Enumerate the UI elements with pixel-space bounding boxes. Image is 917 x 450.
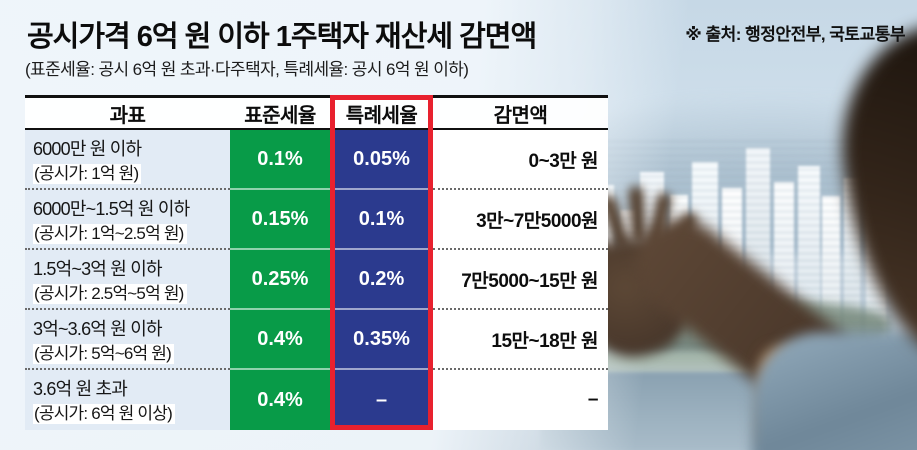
cell-special-rate: 0.1% — [330, 190, 433, 250]
tax-base-range: 6000만~1.5억 원 이하 — [33, 199, 190, 219]
page-title: 공시가격 6억 원 이하 1주택자 재산세 감면액 — [27, 21, 537, 53]
source-credit: ※ 출처: 행정안전부, 국토교통부 — [685, 25, 905, 44]
tax-base-range: 3억~3.6억 원 이하 — [33, 319, 163, 339]
col-header-tax-base: 과표 — [25, 95, 230, 130]
cell-standard-rate: 0.15% — [230, 190, 330, 250]
cell-tax-base: 1.5억~3억 원 이하 (공시가: 2.5억~5억 원) — [25, 250, 230, 310]
cell-tax-base: 3.6억 원 초과 (공시가: 6억 원 이상) — [25, 370, 230, 430]
tax-base-note: (공시가: 1억 원) — [33, 162, 226, 186]
cell-reduction: 0~3만 원 — [433, 130, 608, 190]
cell-tax-base: 6000만 원 이하 (공시가: 1억 원) — [25, 130, 230, 190]
page-subtitle: (표준세율: 공시 6억 원 초과·다주택자, 특례세율: 공시 6억 원 이하… — [25, 60, 469, 79]
cell-special-rate: 0.05% — [330, 130, 433, 190]
cell-tax-base: 6000만~1.5억 원 이하 (공시가: 1억~2.5억 원) — [25, 190, 230, 250]
tax-base-range: 6000만 원 이하 — [33, 139, 142, 159]
tax-base-note: (공시가: 1억~2.5억 원) — [33, 222, 226, 246]
tax-base-range: 3.6억 원 초과 — [33, 379, 128, 399]
tax-base-note: (공시가: 2.5억~5억 원) — [33, 282, 226, 306]
cell-standard-rate: 0.4% — [230, 370, 330, 430]
cell-reduction: 3만~7만5000원 — [433, 190, 608, 250]
col-header-reduction: 감면액 — [433, 95, 608, 130]
child-shirt — [752, 332, 917, 450]
cell-standard-rate: 0.4% — [230, 310, 330, 370]
cell-reduction: 7만5000~15만 원 — [433, 250, 608, 310]
cell-tax-base: 3억~3.6억 원 이하 (공시가: 5억~6억 원) — [25, 310, 230, 370]
cell-reduction: 15만~18만 원 — [433, 310, 608, 370]
cell-special-rate: 0.35% — [330, 310, 433, 370]
tax-base-range: 1.5억~3억 원 이하 — [33, 259, 163, 279]
cell-special-rate: – — [330, 370, 433, 430]
cell-standard-rate: 0.1% — [230, 130, 330, 190]
tax-reduction-table: 과표 표준세율 특례세율 감면액 6000만 원 이하 (공시가: 1억 원) … — [25, 95, 608, 430]
cell-standard-rate: 0.25% — [230, 250, 330, 310]
cell-reduction: – — [433, 370, 608, 430]
tax-base-note: (공시가: 5억~6억 원) — [33, 342, 226, 366]
cell-special-rate: 0.2% — [330, 250, 433, 310]
col-header-special-rate: 특례세율 — [330, 95, 433, 130]
tax-base-note: (공시가: 6억 원 이상) — [33, 402, 226, 426]
col-header-standard-rate: 표준세율 — [230, 95, 330, 130]
